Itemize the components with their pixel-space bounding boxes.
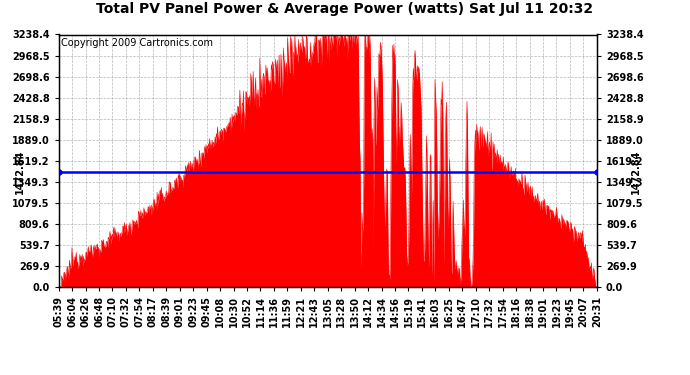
Text: Total PV Panel Power & Average Power (watts) Sat Jul 11 20:32: Total PV Panel Power & Average Power (wa… (97, 2, 593, 16)
Text: 1472.84: 1472.84 (631, 150, 641, 194)
Text: 1472.84: 1472.84 (14, 150, 25, 194)
Text: Copyright 2009 Cartronics.com: Copyright 2009 Cartronics.com (61, 38, 213, 48)
